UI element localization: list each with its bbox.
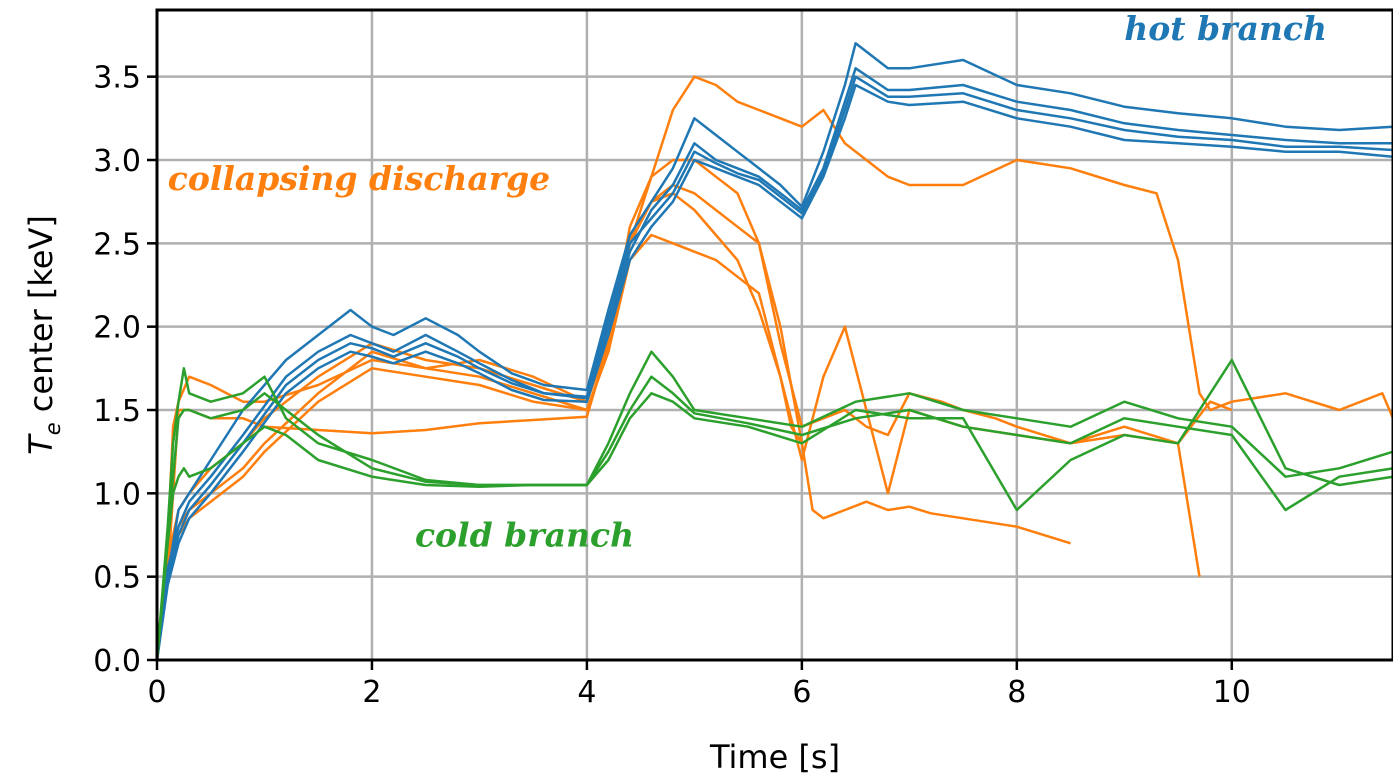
y-tick-label-2: 1.0 (93, 477, 141, 512)
y-tick-label-6: 3.0 (93, 144, 141, 179)
plot-frame (155, 8, 1393, 662)
series-lines (157, 42, 1393, 660)
annotation-1: collapsing discharge (168, 159, 550, 198)
y-tick-label-5: 2.5 (93, 227, 141, 262)
grid-lines (155, 10, 1393, 662)
tick-marks: 0 2 4 6 8 10 0.0 0.5 1.0 1.5 2.0 2.5 3.0 3.5 (93, 61, 1251, 710)
x-tick-label-1: 2 (362, 675, 381, 710)
y-axis-label-main: T (22, 433, 60, 455)
x-tick-label-2: 4 (577, 675, 596, 710)
y-tick-label-7: 3.5 (93, 61, 141, 96)
y-axis-label-rest: center [keV] (22, 215, 60, 422)
x-tick-label-0: 0 (147, 675, 166, 710)
axes-frame (155, 8, 1393, 662)
annotations: hot branch collapsing discharge cold branc… (168, 9, 1327, 555)
y-tick-label-0: 0.0 (93, 644, 141, 679)
series-line-cold-5 (157, 358, 1393, 660)
y-tick-label-3: 1.5 (93, 394, 141, 429)
x-tick-label-5: 10 (1213, 675, 1251, 710)
series-line-collapse-8 (157, 158, 1233, 660)
y-axis-label-sub: e (41, 422, 65, 435)
series-line-collapse-7 (157, 75, 1393, 660)
series-line-collapse-10 (157, 233, 1201, 660)
series-line-hot-0 (157, 42, 1393, 660)
series-line-hot-3 (157, 75, 1393, 660)
series-line-cold-6 (157, 375, 1393, 660)
x-tick-label-3: 6 (792, 675, 811, 710)
annotation-0: hot branch (1124, 9, 1327, 48)
x-axis-label: Time [s] (709, 738, 840, 776)
x-tick-label-4: 8 (1007, 675, 1026, 710)
series-line-hot-1 (157, 67, 1393, 660)
y-axis-label: Te center [keV] (22, 215, 65, 455)
y-tick-label-4: 2.0 (93, 311, 141, 346)
annotation-2: cold branch (415, 516, 634, 555)
y-tick-label-1: 0.5 (93, 561, 141, 596)
series-line-hot-2 (157, 83, 1393, 660)
series-line-cold-4 (157, 350, 1393, 660)
